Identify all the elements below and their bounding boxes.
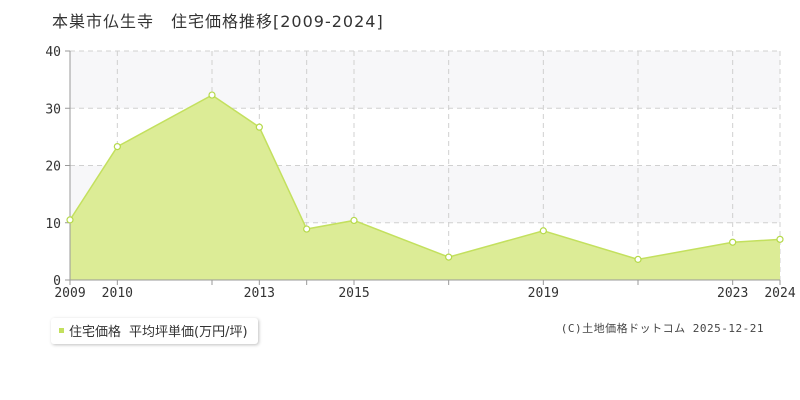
copyright-notice: (C)土地価格ドットコム 2025-12-21 [560, 322, 764, 335]
data-point-2019 [539, 227, 547, 235]
x-tick-label-2019: 2019 [528, 286, 559, 301]
legend-swatch [59, 328, 64, 333]
x-tick-label-2015: 2015 [338, 286, 369, 301]
data-point-2023 [729, 238, 737, 246]
axes [65, 50, 781, 285]
data-point-2010 [113, 143, 121, 151]
area-fill [70, 95, 780, 281]
legend: 住宅価格 平均坪単価(万円/坪) [51, 318, 258, 344]
data-point-2021 [634, 255, 642, 263]
tick-labels: 0 10 20 30 40 2009 2010 2013 2015 2019 2023 2024 [45, 45, 795, 301]
x-tick-label-2010: 2010 [102, 286, 133, 301]
y-tick-label-0: 0 [53, 274, 61, 289]
data-point-2012 [208, 91, 216, 99]
x-tick-label-2009: 2009 [54, 286, 85, 301]
x-tick-label-2024: 2024 [764, 286, 795, 301]
y-tick-label-20: 20 [45, 160, 61, 175]
data-point-2017 [445, 253, 453, 261]
y-tick-label-30: 30 [45, 102, 61, 117]
x-tick-label-2023: 2023 [717, 286, 748, 301]
band-30-40 [70, 51, 780, 109]
data-points [66, 91, 784, 263]
x-tick-label-2013: 2013 [244, 286, 275, 301]
data-point-2013 [255, 123, 263, 131]
data-point-2009 [66, 216, 74, 224]
chart-title: 本巣市仏生寺 住宅価格推移[2009-2024] [52, 12, 384, 31]
data-point-2024 [776, 235, 784, 243]
y-tick-label-10: 10 [45, 217, 61, 232]
data-point-2015 [350, 216, 358, 225]
legend-series-name: 住宅価格 [69, 325, 122, 340]
legend-unit: 平均坪単価(万円/坪) [129, 325, 248, 340]
y-tick-label-40: 40 [45, 45, 61, 60]
data-point-2014 [303, 225, 311, 233]
